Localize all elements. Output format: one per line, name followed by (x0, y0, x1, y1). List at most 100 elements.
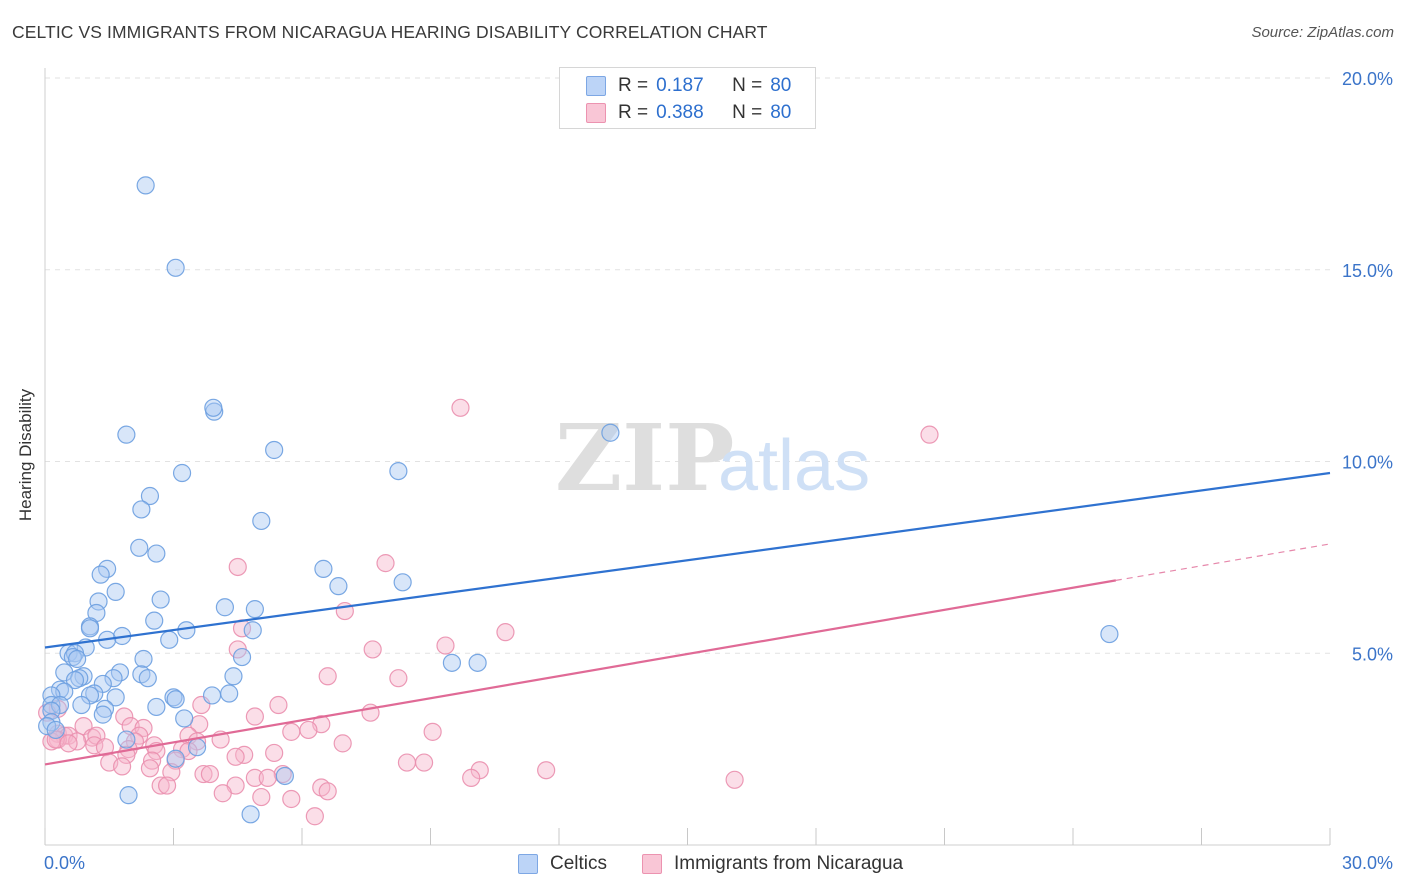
celtics-point (93, 705, 112, 724)
nicaragua-point (376, 554, 395, 573)
nicaragua-point (228, 557, 247, 577)
celtics-point (160, 630, 179, 649)
r-label: R = (618, 75, 649, 96)
celtics-point (145, 611, 164, 630)
celtics-point (166, 258, 185, 277)
nicaragua-point (162, 763, 181, 782)
celtics-point (151, 590, 170, 609)
celtics-legend-swatch (518, 854, 538, 874)
celtics-point (106, 688, 125, 707)
nicaragua-point (496, 623, 515, 642)
celtics-point (140, 486, 160, 506)
celtics-point (166, 690, 185, 709)
nicaragua-point (333, 734, 352, 753)
celtics-point (275, 766, 294, 786)
celtics-point (252, 511, 271, 531)
y-axis-label: Hearing Disability (16, 388, 35, 522)
y-tick-label: 10.0% (1342, 453, 1393, 473)
nicaragua-point (112, 757, 132, 776)
trend-lines (44, 471, 1331, 766)
celtics-trend-line (44, 471, 1331, 649)
celtics-point (468, 653, 487, 672)
celtics-point (166, 749, 185, 768)
nicaragua-point (318, 782, 337, 801)
nicaragua-point (389, 669, 408, 688)
celtics-point (132, 500, 151, 519)
celtics-point (232, 647, 252, 667)
nicaragua-legend-label: Immigrants from Nicaragua (674, 853, 904, 874)
celtics-point (147, 544, 166, 563)
correlation-legend: R = 0.187 N = 80 R = 0.388 N = 80 (559, 67, 816, 129)
r-label: R = (618, 102, 649, 123)
x-tick-label: 30.0% (1342, 853, 1393, 873)
nicaragua-point (115, 707, 134, 726)
celtics-point (65, 670, 85, 690)
series-celtics-points (38, 176, 1119, 824)
celtics-point (204, 398, 223, 417)
watermark-zip: ZIP (555, 404, 734, 512)
nicaragua-point (318, 667, 337, 686)
nicaragua-point (305, 807, 324, 826)
legend-item-nicaragua: Immigrants from Nicaragua (642, 852, 903, 876)
celtics-point (187, 738, 207, 757)
y-tick-label: 15.0% (1342, 261, 1393, 281)
nicaragua-point (299, 720, 318, 740)
celtics-point (38, 717, 57, 736)
celtics-point (117, 730, 136, 749)
tick-labels: 5.0% 10.0% 15.0% 20.0% 0.0% 30.0% (44, 69, 1393, 873)
nicaragua-point (252, 787, 271, 807)
celtics-point (136, 176, 155, 195)
nicaragua-point (265, 743, 284, 763)
celtics-point (172, 463, 192, 483)
source-label: Source: ZipAtlas.com (1251, 24, 1394, 41)
nicaragua-legend-swatch (642, 854, 662, 874)
nicaragua-swatch (586, 103, 606, 123)
celtics-point (119, 786, 138, 805)
n-value: 80 (770, 75, 792, 96)
celtics-point (68, 649, 87, 669)
nicaragua-point (451, 398, 470, 417)
celtics-point (89, 592, 108, 611)
celtics-point (106, 582, 125, 601)
nicaragua-point (282, 789, 301, 809)
watermark: ZIP atlas (555, 404, 870, 512)
celtics-point (134, 649, 153, 669)
legend-row-nicaragua: R = 0.388 N = 80 (586, 100, 791, 126)
y-tick-label: 20.0% (1342, 69, 1393, 89)
nicaragua-point (363, 640, 382, 659)
n-value: 80 (770, 102, 792, 123)
nicaragua-point (200, 764, 220, 784)
celtics-point (130, 538, 149, 557)
celtics-point (202, 686, 222, 705)
nicaragua-point (920, 425, 939, 444)
celtics-point (220, 684, 239, 703)
celtics-point (91, 565, 110, 584)
nicaragua-point (725, 770, 744, 789)
celtics-point (442, 653, 462, 672)
nicaragua-point (258, 768, 277, 787)
celtics-point (138, 669, 157, 688)
nicaragua-point (269, 695, 288, 715)
celtics-point (243, 621, 262, 640)
nicaragua-point (537, 761, 556, 780)
celtics-point (241, 805, 260, 824)
celtics-legend-label: Celtics (550, 853, 608, 874)
celtics-point (215, 598, 234, 617)
r-value: 0.388 (656, 102, 704, 123)
celtics-point (601, 423, 620, 442)
celtics-point (177, 621, 196, 640)
nicaragua-point (245, 707, 264, 726)
n-label: N = (732, 75, 763, 96)
celtics-point (117, 425, 136, 444)
celtics-point (72, 695, 91, 715)
nicaragua-point (226, 747, 245, 766)
nicaragua-point (140, 759, 160, 778)
celtics-point (265, 440, 284, 460)
chart-title: CELTIC VS IMMIGRANTS FROM NICARAGUA HEAR… (12, 22, 768, 42)
nicaragua-point (245, 768, 264, 787)
celtics-point (389, 461, 408, 481)
nicaragua-point (414, 753, 434, 772)
celtics-point (224, 667, 243, 686)
nicaragua-point (436, 636, 455, 655)
